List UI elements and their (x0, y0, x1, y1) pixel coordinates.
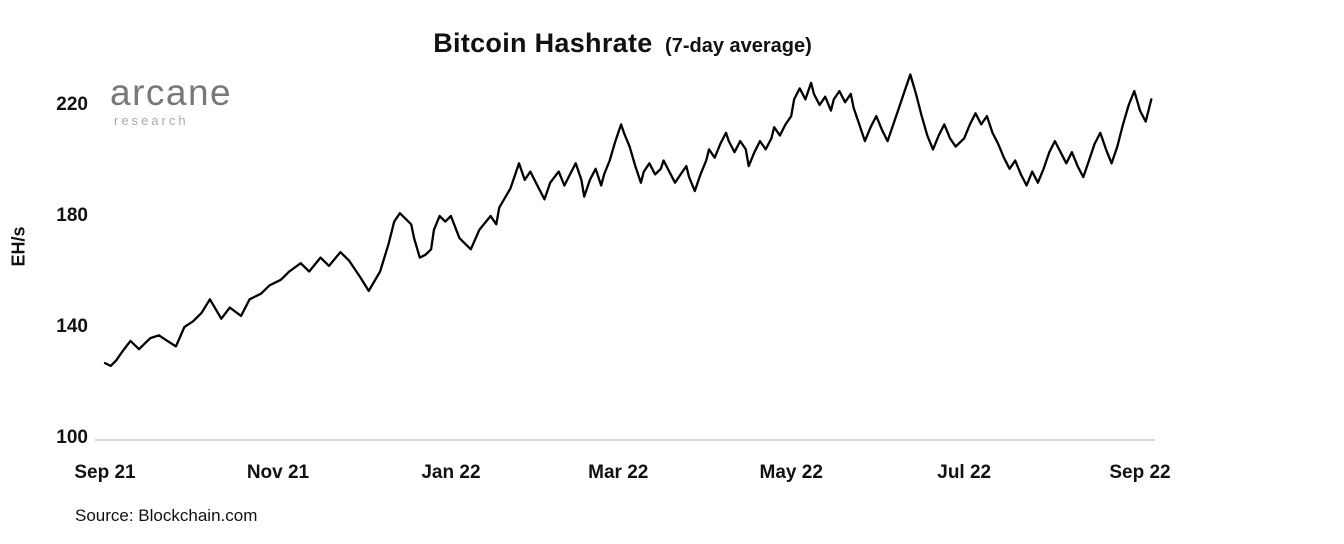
y-tick-label: 180 (56, 205, 88, 226)
chart-title-main: Bitcoin Hashrate (433, 28, 653, 58)
logo-wordmark: arcane (110, 72, 233, 113)
x-tick-label: Sep 22 (1109, 462, 1171, 483)
chart-title: Bitcoin Hashrate (7-day average) (105, 28, 1140, 59)
x-tick-label: May 22 (759, 462, 823, 483)
source-label: Source: Blockchain.com (75, 506, 258, 525)
x-tick-label: Jan 22 (421, 462, 481, 483)
hashrate-line-series (103, 73, 1153, 368)
y-tick-label: 100 (56, 427, 88, 448)
chart-title-subtitle: (7-day average) (665, 35, 812, 57)
x-tick-label: Jul 22 (937, 462, 992, 483)
logo-tagline: research (114, 113, 189, 128)
arcane-research-logo: arcane research (110, 74, 232, 127)
y-tick-label: 220 (56, 94, 88, 115)
x-tick-label: Nov 21 (246, 462, 310, 483)
x-tick-label: Mar 22 (588, 462, 649, 483)
y-tick-label: 140 (56, 316, 88, 337)
x-tick-label: Sep 21 (74, 462, 136, 483)
